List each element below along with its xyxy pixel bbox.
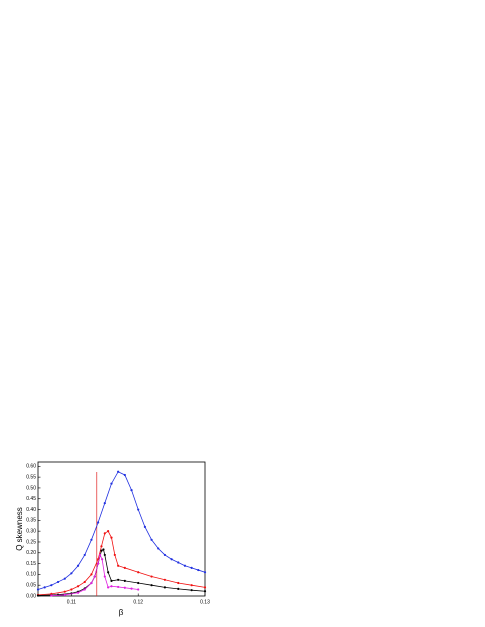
data-point (110, 536, 113, 539)
data-point (50, 584, 53, 587)
y-tick-label: 0.40 (26, 507, 36, 513)
data-point (100, 545, 103, 548)
plot-frame (37, 461, 206, 597)
data-point (117, 585, 120, 589)
data-point (117, 578, 120, 581)
data-point (76, 564, 80, 567)
data-point (90, 581, 93, 585)
data-point (102, 548, 105, 551)
y-tick-label: 0.10 (26, 572, 36, 578)
y-tick-label: 0.00 (26, 593, 36, 599)
x-tick-label: 0.13 (200, 599, 210, 605)
data-point (90, 573, 93, 576)
data-point (137, 588, 140, 591)
data-point (50, 594, 53, 597)
data-point (36, 594, 40, 597)
y-tick-label: 0.15 (26, 561, 36, 567)
data-point (100, 549, 103, 552)
data-point (83, 553, 86, 557)
data-point (50, 592, 53, 595)
y-tick-label: 0.30 (26, 528, 36, 534)
data-point (56, 580, 60, 584)
data-point (117, 470, 120, 473)
data-point (97, 562, 100, 565)
data-point (103, 553, 106, 557)
data-point (76, 585, 80, 588)
data-point (183, 564, 187, 567)
data-point (103, 501, 106, 505)
data-point (157, 547, 160, 550)
data-point (123, 566, 126, 570)
y-tick-label: 0.55 (26, 474, 36, 480)
data-point (190, 566, 193, 570)
data-point (63, 577, 66, 580)
data-point (123, 473, 126, 477)
data-point (107, 571, 110, 574)
data-point (170, 558, 173, 561)
data-point (203, 571, 207, 574)
data-point (83, 580, 86, 584)
y-tick-label: 0.45 (26, 496, 36, 502)
y-tick-label: 0.35 (26, 518, 36, 524)
data-point (103, 575, 106, 578)
x-tick-label: 0.11 (67, 599, 77, 605)
data-point (143, 525, 146, 528)
data-point (63, 590, 66, 593)
data-point (177, 581, 180, 585)
data-point (110, 579, 113, 582)
series-line (37, 548, 206, 596)
data-point (137, 581, 140, 585)
x-axis-title: β (119, 608, 124, 617)
y-axis-title: Q skewness (15, 507, 24, 551)
data-point (107, 586, 110, 589)
data-point (63, 593, 66, 597)
series-line (51, 553, 139, 596)
data-point (190, 589, 193, 592)
y-tick-label: 0.60 (26, 464, 36, 470)
data-point (163, 553, 167, 557)
y-tick-label: 0.05 (26, 583, 36, 589)
data-point (76, 591, 80, 594)
data-point (123, 586, 126, 589)
data-point (150, 538, 153, 541)
data-point (117, 564, 120, 567)
x-tick-label: 0.12 (133, 599, 143, 605)
data-point (70, 572, 73, 575)
data-point (43, 586, 46, 589)
data-point (123, 579, 126, 582)
data-point (90, 538, 93, 541)
data-point (190, 584, 193, 587)
y-tick-label: 0.25 (26, 539, 36, 545)
data-point (137, 571, 140, 574)
data-point (97, 521, 100, 524)
data-point (130, 488, 133, 492)
data-point (99, 553, 102, 557)
data-point (101, 558, 104, 561)
data-point (203, 586, 207, 589)
data-point (150, 584, 153, 587)
data-point (197, 568, 200, 572)
data-point (177, 587, 180, 590)
data-point (107, 530, 110, 533)
data-point (70, 588, 73, 591)
data-point (110, 482, 113, 485)
data-point (103, 532, 106, 535)
series-line (37, 471, 206, 590)
data-point (83, 588, 86, 591)
data-point (177, 561, 180, 564)
data-point (163, 586, 167, 589)
data-point (93, 575, 96, 578)
y-tick-label: 0.50 (26, 485, 36, 491)
data-point (163, 578, 167, 581)
data-point (36, 588, 40, 591)
data-point (203, 590, 207, 593)
data-point (150, 575, 153, 578)
data-point (113, 553, 116, 557)
y-tick-label: 0.20 (26, 550, 36, 556)
data-point (110, 585, 113, 588)
data-point (130, 587, 133, 590)
data-point (137, 508, 140, 511)
